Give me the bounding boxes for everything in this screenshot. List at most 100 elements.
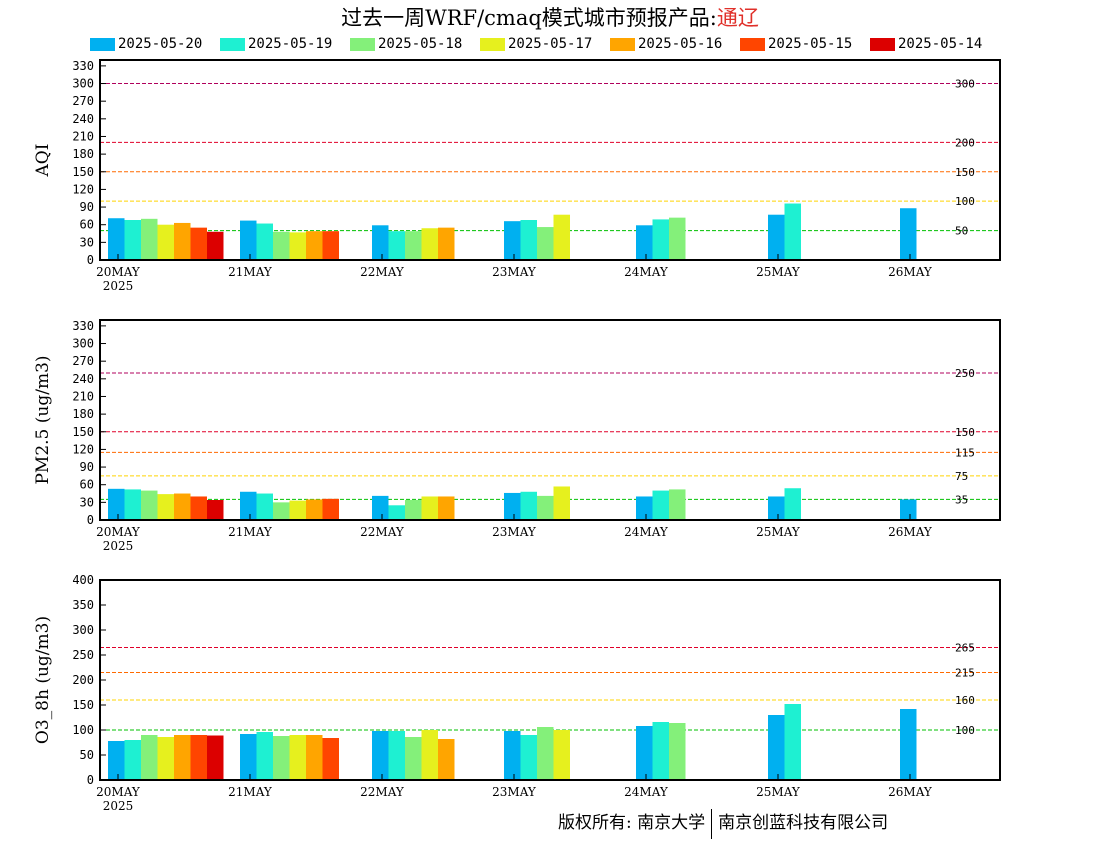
legend-label: 2025-05-15	[768, 36, 853, 52]
threshold-label: 35	[955, 493, 968, 506]
legend-label: 2025-05-17	[508, 36, 593, 52]
bar	[388, 731, 405, 780]
threshold-label: 100	[955, 724, 975, 737]
bar	[421, 496, 438, 520]
bar	[421, 730, 438, 780]
bar	[240, 220, 257, 260]
bar	[405, 737, 422, 780]
legend-swatch	[220, 38, 245, 51]
y-axis-label: AQI	[33, 144, 53, 178]
bar	[438, 739, 455, 780]
bar	[553, 730, 570, 780]
y-tick-label: 270	[72, 94, 94, 108]
x-tick-label: 25MAY	[756, 525, 801, 539]
bar	[768, 496, 785, 520]
y-tick-label: 150	[72, 165, 94, 179]
bar	[322, 498, 339, 520]
legend-label: 2025-05-20	[118, 36, 203, 52]
bar	[520, 220, 537, 260]
threshold-label: 215	[955, 667, 975, 680]
y-tick-label: 30	[80, 235, 94, 249]
legend-swatch	[480, 38, 505, 51]
bar	[388, 505, 405, 520]
y-tick-label: 300	[72, 77, 94, 91]
bar	[207, 500, 224, 520]
threshold-label: 150	[955, 426, 975, 439]
bar	[240, 734, 257, 780]
bar	[537, 227, 554, 260]
bar	[504, 731, 521, 780]
x-tick-label: 20MAY	[96, 785, 141, 799]
x-tick-label: 22MAY	[360, 785, 405, 799]
bar	[900, 208, 917, 260]
bar	[306, 735, 323, 780]
y-tick-label: 90	[80, 460, 94, 474]
bar	[553, 214, 570, 260]
bar	[900, 709, 917, 780]
bar	[784, 203, 801, 260]
threshold-label: 200	[955, 136, 975, 149]
x-tick-label: 22MAY	[360, 525, 405, 539]
bar	[652, 722, 669, 780]
bar	[768, 715, 785, 780]
threshold-label: 160	[955, 694, 975, 707]
y-tick-label: 330	[72, 319, 94, 333]
legend-swatch	[350, 38, 375, 51]
x-tick-label: 23MAY	[492, 785, 537, 799]
threshold-label: 150	[955, 166, 975, 179]
bar	[124, 740, 141, 780]
title-prefix: 过去一周WRF/cmaq模式城市预报产品:	[341, 6, 717, 30]
bar	[207, 231, 224, 260]
copyright-separator	[711, 808, 713, 839]
y-tick-label: 180	[72, 407, 94, 421]
bar	[636, 726, 653, 780]
bar	[190, 227, 207, 260]
bar	[372, 731, 389, 780]
bar	[553, 486, 570, 520]
chart-title: 过去一周WRF/cmaq模式城市预报产品:通辽	[0, 2, 1100, 32]
y-tick-label: 240	[72, 372, 94, 386]
x-tick-label: 25MAY	[756, 785, 801, 799]
legend-label: 2025-05-19	[248, 36, 333, 52]
bar	[256, 493, 273, 520]
bar	[289, 232, 306, 260]
x-tick-label: 26MAY	[888, 265, 933, 279]
bar	[273, 231, 290, 260]
bar	[141, 735, 158, 780]
bar	[388, 231, 405, 260]
y-tick-label: 270	[72, 354, 94, 368]
y-tick-label: 0	[87, 513, 94, 527]
bar	[537, 727, 554, 780]
bar	[141, 218, 158, 260]
x-tick-label: 26MAY	[888, 785, 933, 799]
bar	[438, 227, 455, 260]
bar	[900, 499, 917, 520]
x-tick-label: 21MAY	[228, 265, 273, 279]
bar	[289, 500, 306, 520]
bar	[174, 735, 191, 780]
title-city: 通辽	[716, 6, 759, 30]
bar	[306, 231, 323, 260]
x-year-label: 2025	[103, 539, 134, 553]
bar	[438, 496, 455, 520]
y-tick-label: 200	[72, 673, 94, 687]
bar	[504, 221, 521, 260]
bar	[520, 491, 537, 520]
y-tick-label: 300	[72, 337, 94, 351]
bar	[652, 219, 669, 260]
legend-label: 2025-05-16	[638, 36, 723, 52]
x-tick-label: 24MAY	[624, 525, 669, 539]
y-axis-label: PM2.5 (ug/m3)	[33, 355, 53, 484]
bar	[405, 500, 422, 520]
y-tick-label: 120	[72, 182, 94, 196]
x-tick-label: 21MAY	[228, 785, 273, 799]
plot-frame	[99, 319, 1001, 521]
x-tick-label: 22MAY	[360, 265, 405, 279]
x-tick-label: 26MAY	[888, 525, 933, 539]
copyright-right: 南京创蓝科技有限公司	[718, 813, 889, 833]
threshold-label: 50	[955, 225, 968, 238]
legend-swatch	[870, 38, 895, 51]
y-tick-label: 60	[80, 218, 94, 232]
bar	[157, 494, 174, 520]
